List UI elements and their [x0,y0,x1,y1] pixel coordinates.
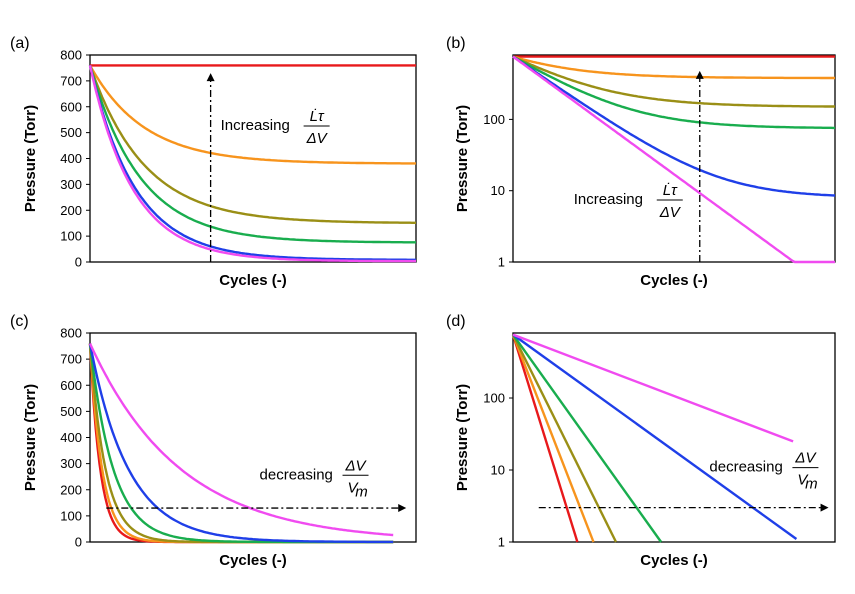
annotation-arrowhead [206,73,215,82]
y-tick-label: 600 [60,99,82,114]
annotation-fraction-bottom: V [348,479,360,496]
y-tick-label: 0 [75,535,82,550]
y-tick-label: 100 [483,112,505,127]
annotation-fraction-top: L̇τ [310,108,325,125]
y-axis-title: Pressure (Torr) [454,105,471,212]
annotation-text: decreasing [709,459,782,476]
series-line-magenta [512,333,794,443]
y-tick-label: 100 [483,391,505,406]
series-line-olive [88,65,416,224]
y-tick-label: 100 [60,229,82,244]
y-tick-label: 500 [60,404,82,419]
y-tick-label: 200 [60,482,82,497]
annotation-fraction-top: ΔV [794,450,817,467]
y-tick-label: 300 [60,177,82,192]
x-axis-title: Cycles (-) [640,552,708,569]
chart-panel-2: (c) 0 100 200 300 400 500 600 700 800 Cycles (-) Pr… [10,313,417,569]
panel-label: (b) [446,35,466,52]
series-line-blue [88,65,416,261]
series-line-green [512,55,835,130]
plot-frame [89,332,417,543]
series-line-olive [511,334,618,543]
chart-panel-1: (b) 1 10 100 Cycles (-) Pressure (Torr) Increa… [446,35,836,289]
y-axis-title: Pressure (Torr) [22,105,39,212]
y-tick-label: 1 [498,535,505,550]
y-tick-label: 10 [491,463,505,478]
y-tick-label: 0 [75,255,82,270]
y-tick-label: 400 [60,430,82,445]
annotation-arrowhead [695,70,704,79]
y-tick-label: 600 [60,378,82,393]
y-tick-label: 300 [60,456,82,471]
panel-label: (c) [10,313,29,330]
annotation-fraction-top: ΔV [344,457,367,474]
chart-panel-0: (a) 0 100 200 300 400 500 600 700 800 Cycles (-) Pr… [10,35,417,289]
series-line-green [88,343,394,544]
y-axis-title: Pressure (Torr) [22,384,39,491]
y-tick-label: 200 [60,203,82,218]
y-tick-label: 700 [60,352,82,367]
series-line-blue [88,343,394,544]
series-line-orange [88,64,416,165]
series-line-red [511,334,579,543]
plot-frame [512,332,836,543]
series-line-blue [512,333,798,540]
annotation-fraction-subscript: m [805,476,818,493]
y-tick-label: 500 [60,125,82,140]
annotation-fraction-bottom: V [797,472,809,489]
y-tick-label: 400 [60,151,82,166]
annotation-fraction-bottom: ΔV [659,204,682,221]
series-line-magenta [512,55,835,264]
annotation-fraction-top: L̇τ [663,182,678,199]
series-line-olive [512,55,835,108]
x-axis-title: Cycles (-) [219,552,287,569]
series-line-blue [512,55,836,197]
y-tick-label: 100 [60,508,82,523]
annotation-text: decreasing [260,466,333,483]
series-line-magenta [88,65,416,263]
x-axis-title: Cycles (-) [219,272,287,289]
x-axis-title: Cycles (-) [640,272,708,289]
y-tick-label: 800 [60,48,82,63]
chart-panel-3: (d) 1 10 100 Cycles (-) Pressure (Torr) decrea… [446,313,836,569]
plot-frame [512,54,836,263]
annotation-arrowhead [820,503,829,512]
series-line-green [88,65,416,244]
annotation-arrowhead [398,504,407,513]
annotation-fraction-bottom: ΔV [306,130,329,147]
y-tick-label: 1 [498,255,505,270]
panel-label: (a) [10,35,30,52]
series-line-magenta [88,342,394,537]
y-tick-label: 800 [60,326,82,341]
series-line-orange [512,55,835,80]
annotation-fraction-subscript: m [355,483,368,500]
series-line-orange [511,334,595,543]
annotation-text: Increasing [574,191,643,208]
y-tick-label: 10 [491,183,505,198]
y-axis-title: Pressure (Torr) [454,384,471,491]
annotation-text: Increasing [221,117,290,134]
panel-label: (d) [446,313,466,330]
series-line-green [512,333,663,543]
y-tick-label: 700 [60,73,82,88]
